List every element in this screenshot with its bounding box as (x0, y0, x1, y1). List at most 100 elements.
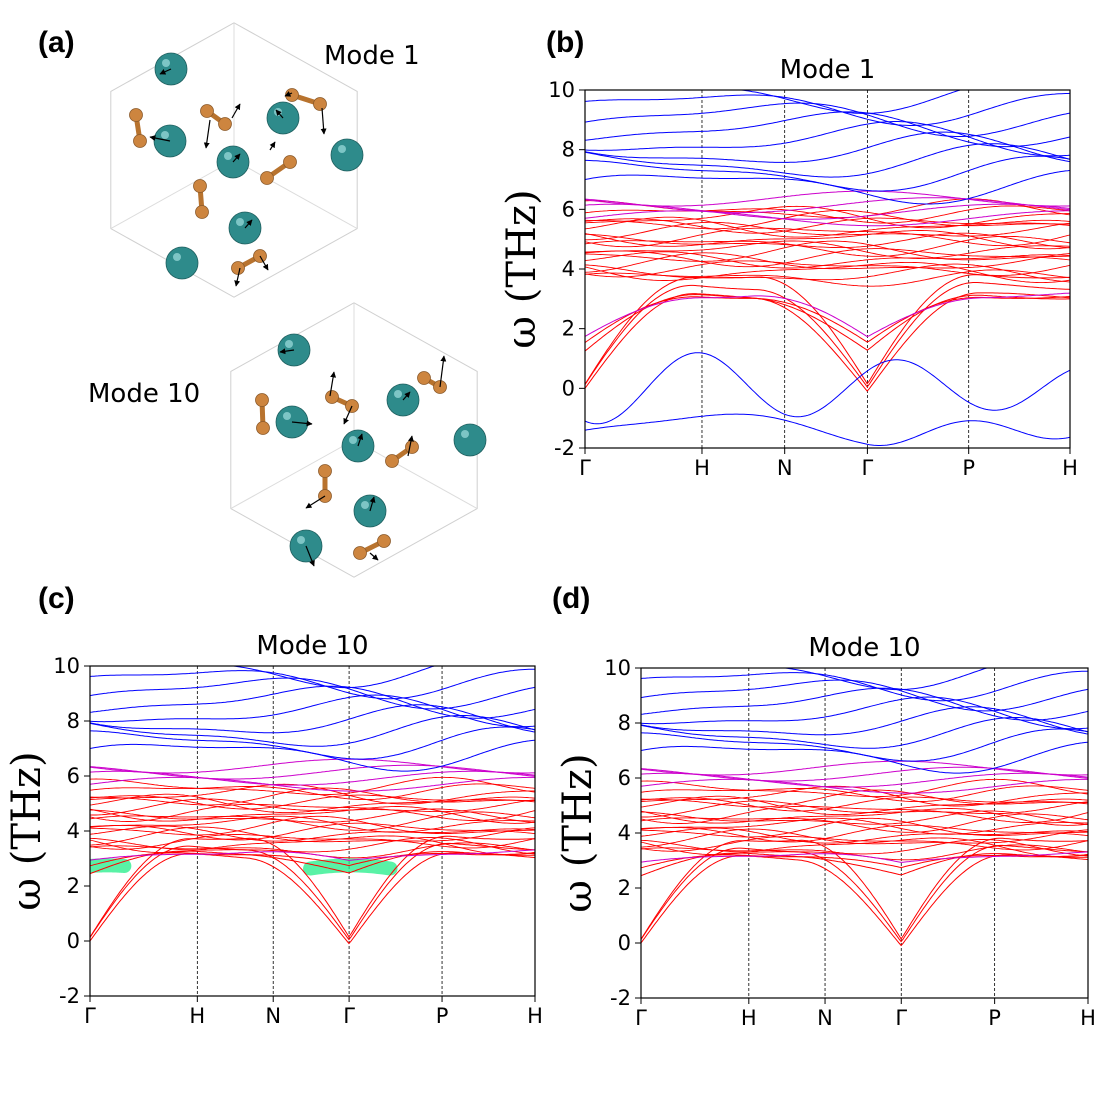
phonon-band (641, 828, 1088, 848)
y-tick-label: 4 (618, 821, 631, 845)
phonon-band (585, 252, 1070, 273)
phonon-band (641, 854, 1088, 947)
small-atom (405, 440, 419, 454)
phonon-band (585, 293, 1070, 352)
displacement-arrow (232, 153, 241, 163)
small-atom (255, 393, 269, 407)
y-tick-label: 2 (562, 317, 575, 341)
atom-highlight (236, 218, 244, 226)
small-atom (195, 205, 209, 219)
phonon-band (90, 770, 535, 786)
phonon-band (90, 677, 535, 710)
x-tick-label: N (817, 1006, 833, 1030)
x-tick-label: Γ (84, 1004, 96, 1028)
displacement-arrow (203, 119, 211, 149)
phonon-band (585, 352, 1070, 425)
phonon-band (585, 102, 1070, 137)
phonon-band (90, 852, 535, 945)
y-tick-label: 4 (67, 819, 80, 843)
phonon-band (641, 741, 1088, 774)
phonon-band (641, 824, 1088, 843)
phonon-band (737, 90, 962, 114)
phonon-band (585, 263, 1070, 283)
y-tick-label: 8 (618, 711, 631, 735)
chart-title: Mode 10 (808, 633, 920, 663)
phonon-band (90, 849, 535, 861)
displacement-arrow (305, 545, 315, 567)
phonon-band (90, 758, 535, 774)
phonon-band (585, 248, 1070, 268)
y-tick-label: 2 (618, 876, 631, 900)
atom-highlight (349, 436, 357, 444)
y-tick-label: 0 (618, 931, 631, 955)
small-atom (218, 117, 232, 131)
chart-title: Mode 10 (256, 631, 368, 661)
phonon-band (90, 803, 535, 822)
phonon-band (641, 778, 1088, 794)
displacement-arrow (357, 433, 364, 447)
phonon-band (585, 143, 1070, 178)
x-tick-label: Γ (862, 456, 874, 480)
phonon-band (641, 813, 1088, 833)
phonon-band (90, 834, 535, 850)
phonon-band (90, 783, 535, 805)
cell-edge (233, 159, 358, 230)
x-tick-label: N (777, 456, 793, 480)
phonon-band (585, 227, 1070, 248)
panel-label-a: (a) (38, 26, 75, 59)
phonon-band (90, 826, 535, 846)
phonon-band (90, 806, 535, 824)
phonon-band (641, 679, 1088, 712)
atom-highlight (361, 501, 369, 509)
phonon-band (641, 844, 1088, 943)
x-tick-label: N (265, 1004, 281, 1028)
atom-highlight (162, 59, 170, 67)
phonon-band (641, 760, 1088, 776)
x-tick-label: H (189, 1004, 205, 1028)
x-tick-label: P (988, 1006, 1001, 1030)
phonon-band (781, 668, 989, 691)
mode-1-label: Mode 1 (324, 41, 420, 71)
band-structure-b: Mode 1 -2 0 2 4 6 8 10 Γ H N Γ P Hω (THz) (499, 55, 1078, 480)
y-tick-label: 4 (562, 257, 575, 281)
displacement-arrow (159, 68, 172, 75)
x-tick-label: H (1080, 1006, 1096, 1030)
small-atom (193, 179, 207, 193)
bands (641, 668, 1088, 947)
displacement-arrow (407, 435, 414, 457)
y-tick-label: 10 (548, 78, 575, 102)
small-atom (353, 546, 367, 560)
phonon-band (585, 292, 1070, 392)
displacement-arrow (343, 405, 353, 425)
large-atom (453, 423, 487, 457)
small-atom (377, 534, 391, 548)
y-tick-label: 8 (67, 709, 80, 733)
x-tick-label: Γ (635, 1006, 647, 1030)
phonon-band (641, 817, 1088, 838)
phonon-band (641, 837, 1088, 940)
chart-title: Mode 1 (780, 55, 876, 85)
phonon-band (90, 764, 535, 780)
atom-highlight (285, 340, 293, 348)
phonon-band (641, 789, 1088, 808)
cell-edge (110, 159, 235, 230)
phonon-band (90, 822, 535, 841)
small-atom (260, 171, 274, 185)
band-structure-d: Mode 10 -2 0 2 4 6 8 10 Γ H N Γ P Hω (THz) (555, 633, 1096, 1030)
phonon-band (641, 852, 1088, 877)
phonon-band (90, 842, 535, 941)
small-atom (231, 261, 245, 275)
x-tick-label: P (436, 1004, 449, 1028)
y-tick-label: 0 (67, 929, 80, 953)
phonon-band (641, 839, 1088, 857)
phonon-band (90, 787, 535, 806)
displacement-arrow (402, 391, 411, 401)
phonon-band (90, 704, 535, 734)
phonon-band (585, 274, 1070, 385)
large-atom (165, 246, 199, 280)
phonon-band (90, 837, 535, 855)
phonon-band (641, 851, 1088, 863)
displacement-arrow (234, 267, 241, 287)
phonon-band (90, 739, 535, 772)
phonon-band (641, 800, 1088, 818)
